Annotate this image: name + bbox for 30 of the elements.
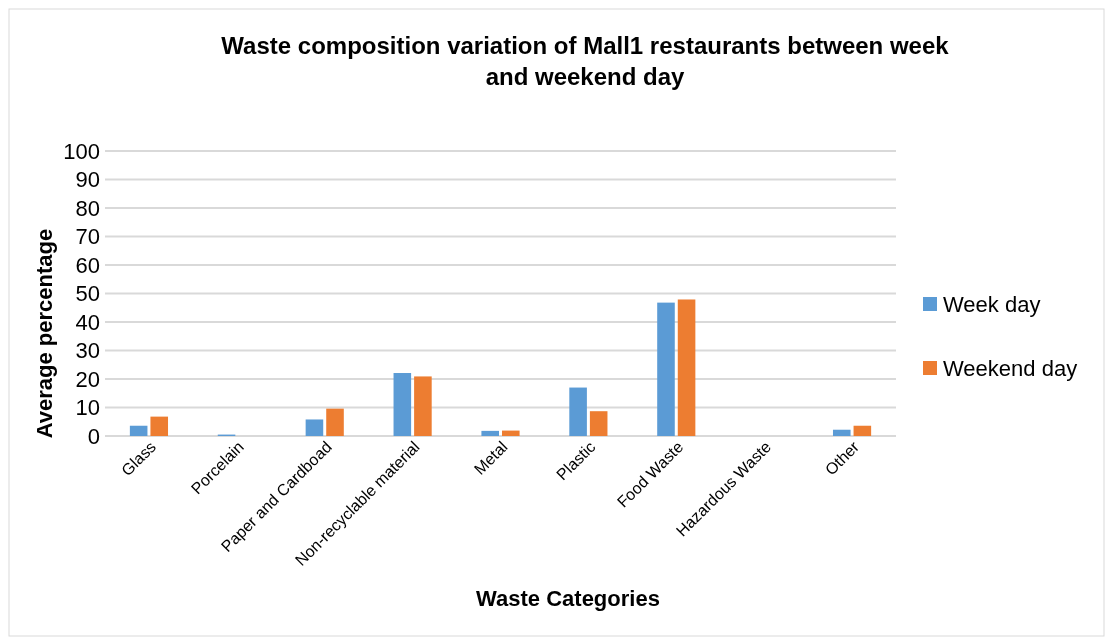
- bar: [832, 429, 851, 436]
- x-axis-title: Waste Categories: [476, 586, 660, 611]
- y-tick-label: 0: [87, 423, 100, 449]
- y-tick-label: 40: [75, 309, 100, 335]
- bar: [502, 430, 520, 436]
- bar: [305, 419, 324, 436]
- bar: [326, 408, 344, 436]
- bar: [569, 387, 587, 436]
- y-tick-label: 20: [75, 366, 100, 392]
- y-tick-label: 50: [75, 281, 100, 307]
- y-tick-label: 10: [75, 395, 100, 421]
- y-tick-label: 90: [75, 167, 100, 193]
- bar: [589, 411, 608, 436]
- bar: [853, 425, 872, 436]
- y-tick-label: 100: [63, 138, 100, 164]
- chart-title: Waste composition variation of Mall1 restaurants between week and weekend day: [221, 32, 950, 90]
- bar: [414, 376, 432, 436]
- bar: [129, 425, 148, 436]
- bar: [150, 416, 169, 436]
- bar: [677, 299, 696, 436]
- y-tick-label: 80: [75, 195, 100, 221]
- y-tick-label: 30: [75, 338, 100, 364]
- y-tick-label: 60: [75, 252, 100, 278]
- legend-label: Weekend day: [943, 355, 1078, 381]
- y-axis-title: Average percentage: [32, 228, 57, 439]
- y-tick-label: 70: [75, 224, 100, 250]
- bar: [481, 430, 499, 436]
- bar: [393, 373, 412, 436]
- legend-label: Week day: [943, 291, 1041, 317]
- bar: [657, 302, 675, 436]
